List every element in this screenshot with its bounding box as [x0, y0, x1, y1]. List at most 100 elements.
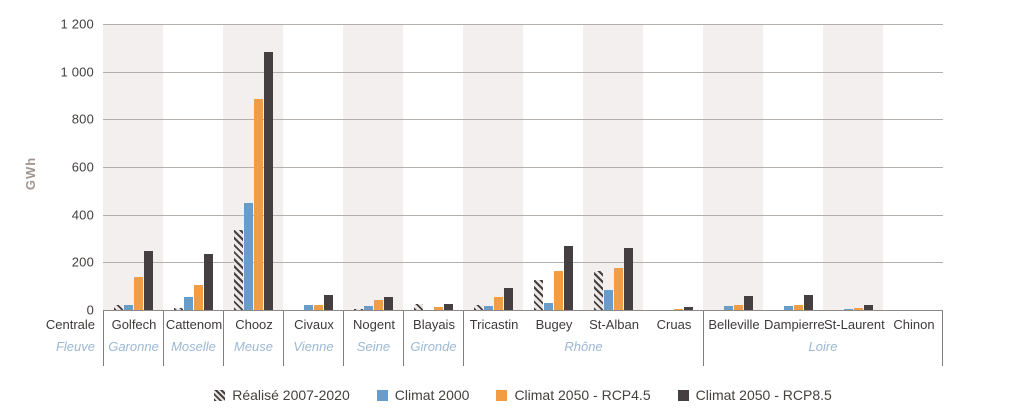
bar — [233, 230, 243, 310]
legend-item: Climat 2050 - RCP8.5 — [677, 387, 832, 403]
bar — [623, 248, 633, 310]
river-label: Garonne — [108, 339, 159, 354]
column-cattenom — [163, 24, 223, 310]
bar — [143, 251, 153, 310]
y-tick-label: 0 — [86, 302, 94, 318]
bar — [723, 306, 733, 310]
legend-swatch — [677, 389, 689, 401]
column-tricastin — [463, 24, 523, 310]
bar — [553, 271, 563, 310]
plant-label: Cruas — [656, 317, 692, 332]
bar — [203, 254, 213, 310]
column-belleville — [703, 24, 763, 310]
bar — [783, 306, 793, 310]
column-chooz — [223, 24, 283, 310]
column-golfech — [103, 24, 163, 310]
y-tick-label: 200 — [71, 254, 94, 270]
bar — [743, 296, 753, 310]
y-tick-label: 800 — [71, 111, 94, 127]
plant-label: Dampierre — [764, 317, 825, 332]
river-label: Loire — [808, 339, 838, 354]
bar — [493, 297, 503, 310]
grid-line — [103, 119, 943, 121]
grid-line — [103, 24, 943, 25]
river-group-loire: Belleville Dampierre St-Laurent Chinon Loire — [703, 310, 943, 366]
grid-line — [103, 262, 943, 264]
bar — [313, 305, 323, 310]
y-tick-label: 1 200 — [60, 16, 94, 32]
legend-swatch — [214, 389, 226, 401]
legend-swatch — [376, 389, 388, 401]
x-axis-label-band: Golfech Garonne Cattenom Moselle Chooz Meuse C… — [103, 310, 943, 366]
row-header-centrale: Centrale — [45, 317, 95, 332]
bar — [563, 246, 573, 310]
y-tick-label: 400 — [71, 207, 94, 223]
bar — [683, 307, 693, 310]
plant-label: Belleville — [708, 317, 760, 332]
plant-label: Blayais — [413, 317, 455, 332]
bar — [543, 303, 553, 310]
row-header-fleuve: Fleuve — [55, 339, 95, 354]
bar — [243, 203, 253, 310]
bar — [123, 305, 133, 310]
legend-item: Climat 2050 - RCP4.5 — [496, 387, 651, 403]
bar — [133, 277, 143, 310]
bar — [373, 300, 383, 310]
bar — [603, 290, 613, 310]
bar — [473, 305, 483, 310]
column-st-laurent — [823, 24, 883, 310]
bar — [673, 309, 683, 310]
y-tick-label: 1 000 — [60, 64, 94, 80]
bar — [803, 295, 813, 310]
column-dampierre — [763, 24, 823, 310]
column-nogent — [343, 24, 403, 310]
legend: Réalisé 2007-2020 Climat 2000 Climat 2050 … — [103, 387, 943, 403]
plant-label: Chooz — [235, 317, 273, 332]
bar — [843, 309, 853, 310]
column-blayais — [403, 24, 463, 310]
river-group-moselle: Cattenom Moselle — [163, 310, 223, 366]
bar — [503, 288, 513, 310]
plant-label: Golfech — [111, 317, 157, 332]
legend-item: Réalisé 2007-2020 — [214, 387, 350, 403]
bar — [173, 308, 183, 310]
column-civaux — [283, 24, 343, 310]
legend-label: Climat 2050 - RCP8.5 — [695, 387, 832, 403]
river-label: Gironde — [410, 339, 457, 354]
column-bugey — [523, 24, 583, 310]
river-group-rh-ne: Tricastin Bugey St-Alban Cruas Rhône — [463, 310, 703, 366]
bar — [863, 305, 873, 310]
column-st-alban — [583, 24, 643, 310]
river-group-seine: Nogent Seine — [343, 310, 403, 366]
plant-label: St-Laurent — [824, 317, 885, 332]
grid-line — [103, 167, 943, 168]
legend-item: Climat 2000 — [376, 387, 469, 403]
legend-label: Réalisé 2007-2020 — [232, 387, 350, 403]
river-group-garonne: Golfech Garonne — [103, 310, 163, 366]
bar — [853, 308, 863, 310]
bar — [443, 304, 453, 310]
plant-label: Bugey — [535, 317, 573, 332]
bar — [113, 305, 123, 310]
bar — [383, 297, 393, 310]
column-cruas — [643, 24, 703, 310]
bar — [353, 309, 363, 310]
plot-area — [103, 24, 943, 311]
bar — [593, 271, 603, 310]
bar — [363, 306, 373, 310]
bar — [253, 99, 263, 310]
river-label: Moselle — [171, 339, 216, 354]
river-group-vienne: Civaux Vienne — [283, 310, 343, 366]
bar — [263, 52, 273, 310]
bar — [483, 306, 493, 310]
y-tick-label: 600 — [71, 159, 94, 175]
plant-label: St-Alban — [589, 317, 639, 332]
plant-label: Nogent — [353, 317, 395, 332]
legend-label: Climat 2050 - RCP4.5 — [514, 387, 651, 403]
bar — [533, 280, 543, 310]
bar — [413, 304, 423, 310]
grid-line — [103, 71, 943, 73]
bar — [193, 285, 203, 310]
axis-row-headers: Centrale Fleuve — [0, 310, 95, 366]
